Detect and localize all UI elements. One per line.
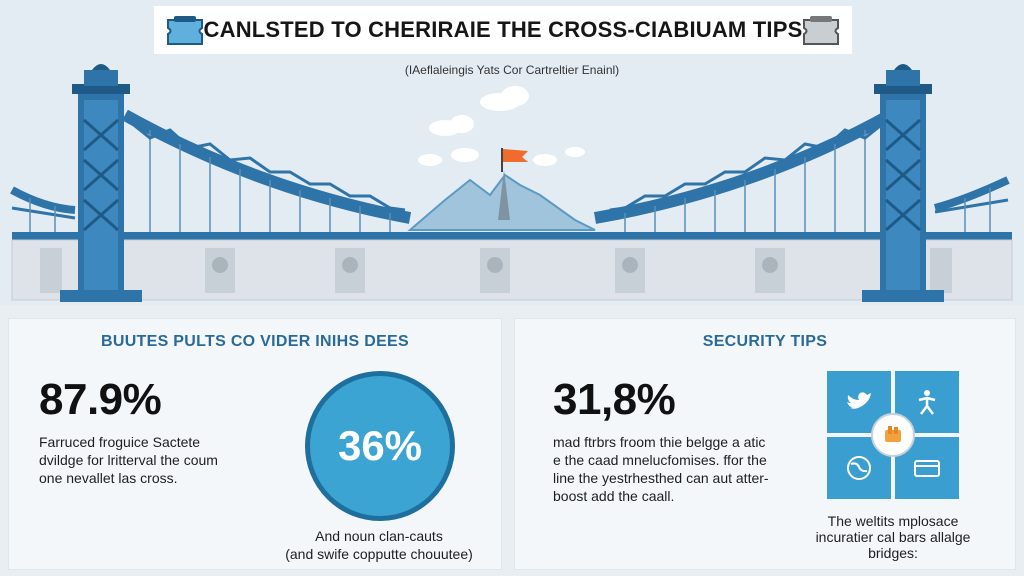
right-stat: 31,8% xyxy=(553,375,676,424)
hero-illustration: CANLSTED TO CHERIRAIE THE CROSS-CIABIUAM… xyxy=(10,6,1013,302)
left-tower xyxy=(60,64,142,302)
right-panel-heading: SECURITY TIPS xyxy=(702,333,828,350)
left-panel: BUUTES PULTS CO VIDER INIHS DEES 87.9% F… xyxy=(8,318,502,570)
stat-circle: 36% xyxy=(305,371,455,521)
page-subtitle: (IAeflaleingis Yats Cor Cartreltier Enai… xyxy=(404,63,620,77)
security-icon-grid xyxy=(827,371,959,499)
circle-caption: And noun clan-cauts (and swife copputte … xyxy=(285,528,473,562)
right-tower xyxy=(862,64,944,302)
title-banner: CANLSTED TO CHERIRAIE THE CROSS-CIABIUAM… xyxy=(154,6,852,54)
left-stat: 87.9% xyxy=(39,375,162,424)
left-stat-text: Farruced froguice Sactete dvildge for lr… xyxy=(39,434,218,486)
page-title: CANLSTED TO CHERIRAIE THE CROSS-CIABIUAM… xyxy=(203,17,803,42)
ticket-icon xyxy=(167,16,203,45)
bridge-scene xyxy=(10,64,1013,302)
circle-value: 36% xyxy=(337,422,423,469)
hand-icon xyxy=(871,413,915,457)
clouds xyxy=(418,86,585,166)
right-stat-text: mad ftrbrs froom thie belgge a atic e th… xyxy=(553,434,769,504)
right-panel: SECURITY TIPS 31,8% mad ftrbrs froom thi… xyxy=(514,318,1016,570)
left-panel-heading: BUUTES PULTS CO VIDER INIHS DEES xyxy=(100,333,409,350)
grid-caption: The weltits mplosace incuratier cal bars… xyxy=(815,513,971,561)
ticket-icon xyxy=(803,16,839,45)
flag-icon xyxy=(503,149,528,162)
